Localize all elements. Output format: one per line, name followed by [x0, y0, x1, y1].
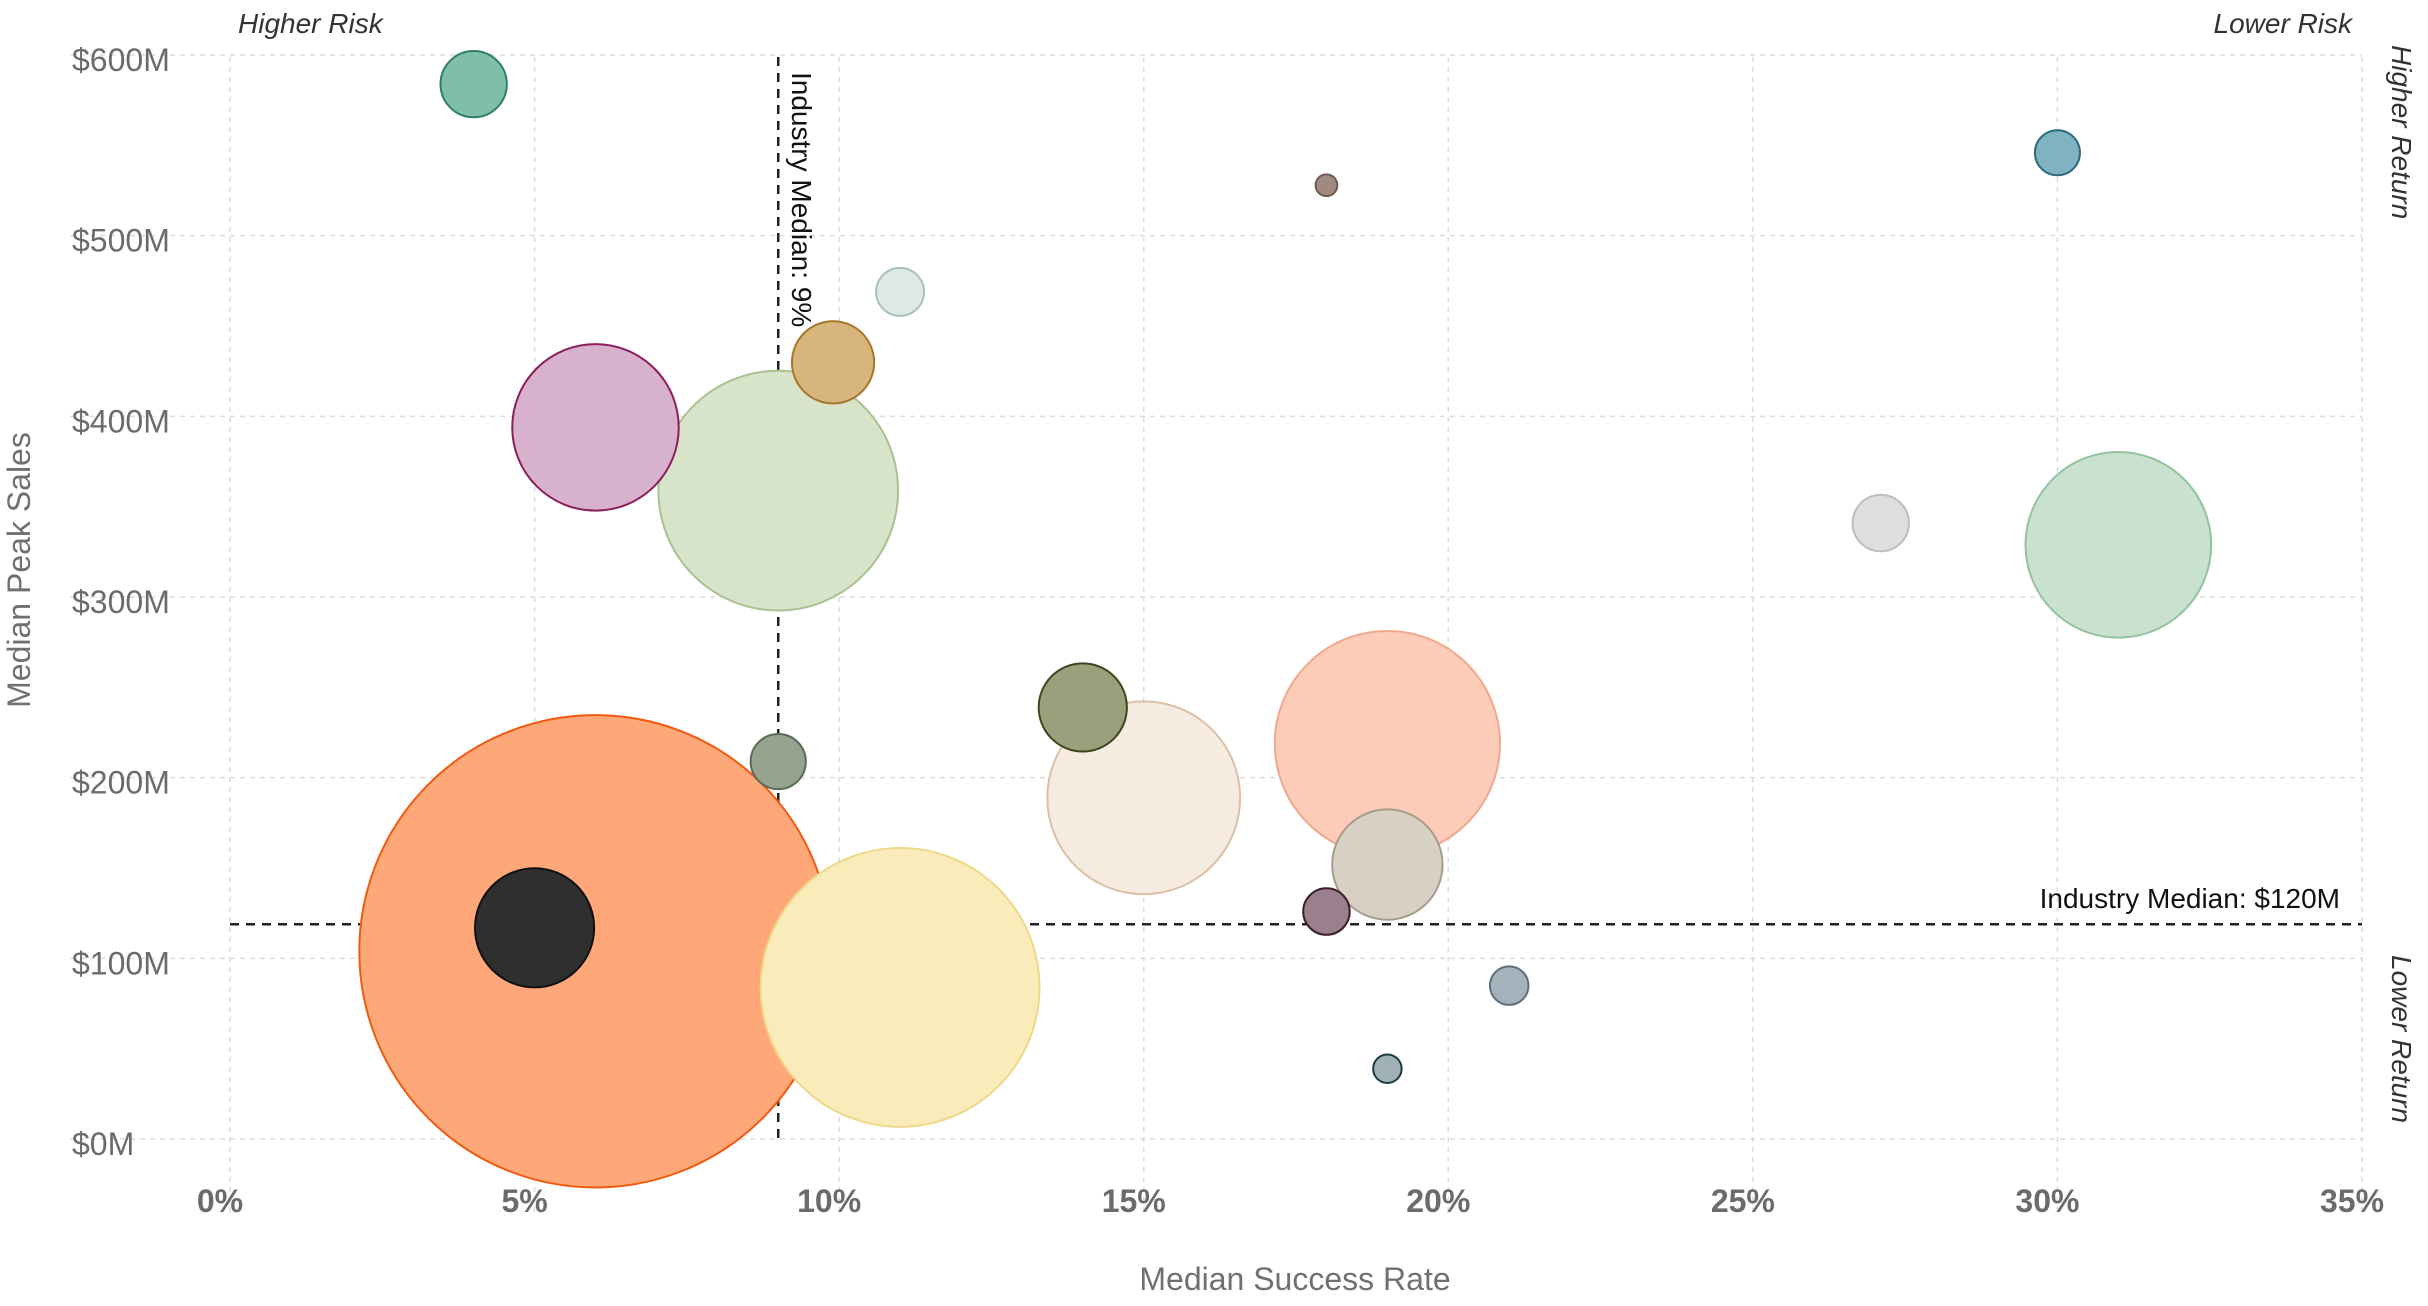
- data-point: [2033, 129, 2081, 177]
- x-tick-label: 0%: [197, 1183, 243, 1219]
- data-point: [1037, 662, 1128, 753]
- data-point: [657, 369, 900, 612]
- median-label-x: Industry Median: 9%: [786, 72, 817, 327]
- y-tick-label: $500M: [72, 223, 170, 259]
- data-point: [749, 733, 807, 791]
- y-tick-label: $200M: [72, 765, 170, 801]
- x-tick-label: 35%: [2320, 1183, 2384, 1219]
- y-axis-title: Median Peak Sales: [1, 432, 37, 708]
- tick-labels: $0M $100M $200M $300M $400M $500M $600M 0% 5% 10%…: [72, 42, 2384, 1219]
- data-point: [1488, 965, 1530, 1006]
- quadrant-label-higher-risk: Higher Risk: [238, 8, 385, 39]
- data-point: [511, 343, 680, 512]
- x-tick-label: 25%: [1711, 1183, 1775, 1219]
- x-tick-label: 5%: [501, 1183, 547, 1219]
- quadrant-label-lower-risk: Lower Risk: [2214, 8, 2354, 39]
- data-point: [439, 49, 508, 119]
- x-axis-title: Median Success Rate: [1139, 1261, 1450, 1297]
- data-point: [875, 266, 926, 317]
- data-points: [358, 49, 2213, 1189]
- y-tick-label: $100M: [72, 945, 170, 981]
- data-point: [1372, 1053, 1403, 1084]
- data-point: [759, 847, 1041, 1128]
- data-point: [358, 714, 833, 1189]
- data-point: [790, 320, 876, 405]
- y-tick-label: $400M: [72, 403, 170, 439]
- data-point: [2024, 450, 2213, 639]
- data-point: [1302, 887, 1351, 936]
- y-tick-label: $300M: [72, 584, 170, 620]
- data-point: [1331, 808, 1444, 921]
- quadrant-label-higher-return: Higher Return: [2386, 45, 2417, 219]
- y-tick-label: $600M: [72, 42, 170, 78]
- data-point: [1314, 173, 1339, 198]
- y-tick-label: $0M: [72, 1126, 134, 1162]
- x-tick-label: 15%: [1102, 1183, 1166, 1219]
- x-tick-label: 30%: [2015, 1183, 2079, 1219]
- x-tick-label: 10%: [797, 1183, 861, 1219]
- data-point: [1851, 493, 1910, 553]
- median-label-y: Industry Median: $120M: [2040, 883, 2340, 914]
- quadrant-label-lower-return: Lower Return: [2386, 955, 2417, 1123]
- x-tick-label: 20%: [1406, 1183, 1470, 1219]
- data-point: [473, 867, 596, 989]
